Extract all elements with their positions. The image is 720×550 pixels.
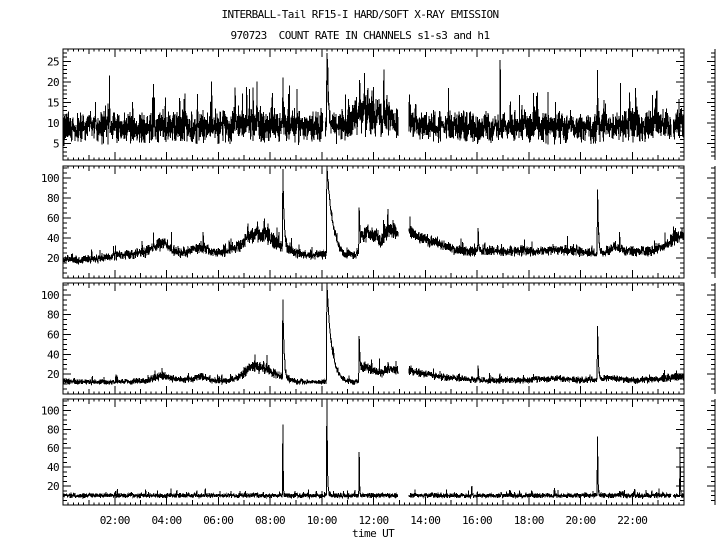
trace-s1 [62, 52, 685, 147]
tick-marks-s3 [63, 283, 715, 394]
y-tick-label: 20 [47, 480, 59, 493]
y-tick-labels-s1: 5 10 15 20 25 [47, 55, 60, 151]
panel-s2: 20 40 60 80 100 [41, 165, 716, 279]
x-tick-label: 22:00 [617, 514, 647, 527]
y-tick-label: 80 [47, 309, 59, 322]
y-tick-label: 25 [47, 55, 59, 68]
y-tick-label: 60 [47, 212, 59, 225]
trace-s2 [62, 166, 685, 265]
y-tick-label: 40 [47, 232, 59, 245]
x-tick-label: 06:00 [203, 514, 233, 527]
y-tick-label: 10 [47, 117, 59, 130]
x-tick-label: 10:00 [307, 514, 337, 527]
y-tick-label: 20 [47, 76, 59, 89]
y-tick-label: 20 [47, 252, 59, 265]
y-tick-label: 60 [47, 442, 59, 455]
x-tick-label: 08:00 [255, 514, 285, 527]
x-tick-label: 14:00 [410, 514, 440, 527]
y-tick-labels-s3: 20 40 60 80 100 [41, 289, 60, 381]
x-tick-label: 20:00 [565, 514, 595, 527]
y-tick-labels-h1: 20 40 60 80 100 [41, 404, 60, 493]
chart-subtitle: 970723 COUNT RATE IN CHANNELS s1-s3 and … [230, 29, 491, 42]
x-axis-title: time UT [352, 527, 395, 540]
panel-h1: 20 40 60 80 100 [41, 398, 716, 506]
y-tick-label: 40 [47, 348, 59, 361]
y-tick-label: 40 [47, 461, 59, 474]
y-tick-label: 15 [47, 96, 59, 109]
x-tick-label: 18:00 [514, 514, 544, 527]
x-tick-label: 16:00 [462, 514, 492, 527]
panel-frame-s2 [62, 165, 685, 279]
y-tick-label: 100 [41, 404, 59, 417]
y-tick-label: 80 [47, 192, 59, 205]
x-tick-label: 02:00 [100, 514, 130, 527]
x-tick-label: 04:00 [151, 514, 181, 527]
x-tick-label: 12:00 [358, 514, 388, 527]
y-tick-label: 60 [47, 329, 59, 342]
trace-h1 [62, 398, 685, 500]
y-tick-label: 100 [41, 289, 59, 302]
y-tick-label: 80 [47, 423, 59, 436]
y-tick-label: 20 [47, 368, 59, 381]
y-tick-labels-s2: 20 40 60 80 100 [41, 172, 60, 265]
y-tick-label: 5 [53, 138, 59, 151]
chart-title: INTERBALL-Tail RF15-I HARD/SOFT X-RAY EM… [221, 8, 499, 21]
y-tick-label: 100 [41, 172, 59, 185]
tick-marks-h1 [63, 399, 715, 505]
trace-s3 [62, 282, 685, 386]
panel-s3: 20 40 60 80 100 [41, 282, 716, 395]
tick-marks-s2 [63, 166, 715, 278]
panel-s1: 5 10 15 20 25 [47, 48, 716, 161]
x-tick-labels: 02:00 04:00 06:00 08:00 10:00 12:00 14:00 16:00… [100, 514, 648, 527]
panel-frame-h1 [62, 398, 685, 506]
